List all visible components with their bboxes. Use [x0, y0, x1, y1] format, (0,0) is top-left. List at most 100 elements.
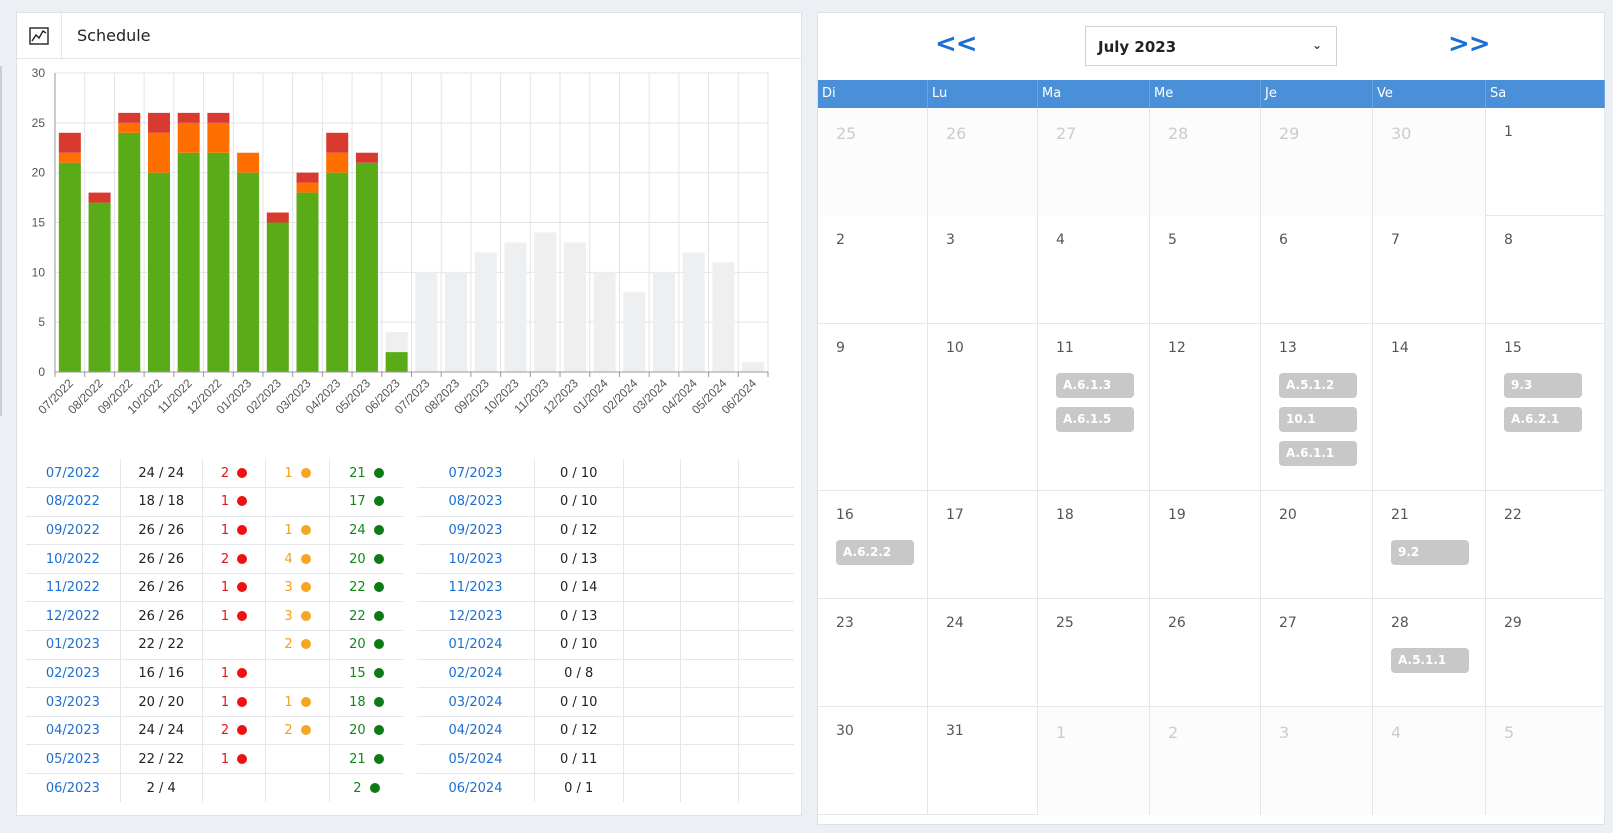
calendar-event[interactable]: 9.2: [1391, 540, 1469, 565]
calendar-event[interactable]: A.6.1.1: [1279, 441, 1357, 466]
day-number: 11: [1056, 340, 1074, 356]
calendar-day-cell[interactable]: 13 A.5.1.2 10.1 A.6.1.1: [1261, 324, 1373, 491]
calendar-day-cell[interactable]: 18: [1038, 491, 1150, 599]
calendar-day-cell[interactable]: 2: [818, 216, 928, 324]
calendar-day-cell[interactable]: 1: [1486, 108, 1605, 216]
month-link[interactable]: 03/2023: [26, 687, 121, 717]
month-link[interactable]: 01/2023: [26, 630, 121, 660]
calendar-day-cell[interactable]: 20: [1261, 491, 1373, 599]
calendar-day-cell[interactable]: 6: [1261, 216, 1373, 324]
calendar-event[interactable]: A.6.1.3: [1056, 373, 1134, 398]
calendar-day-cell[interactable]: 14: [1373, 324, 1486, 491]
ratio-cell: 24 / 24: [120, 459, 203, 489]
green-status-dot: [373, 496, 384, 507]
calendar-day-cell[interactable]: 11 A.6.1.3 A.6.1.5: [1038, 324, 1150, 491]
calendar-day-cell[interactable]: 19: [1150, 491, 1261, 599]
month-link[interactable]: 11/2022: [26, 573, 121, 603]
table-row: 02/2024 0 / 8: [417, 659, 794, 689]
calendar-day-cell[interactable]: 21 9.2: [1373, 491, 1486, 599]
month-link[interactable]: 02/2023: [26, 659, 121, 689]
month-link[interactable]: 10/2023: [417, 544, 535, 574]
calendar-day-cell[interactable]: 26: [1150, 599, 1261, 707]
calendar-day-cell[interactable]: 27: [1261, 599, 1373, 707]
month-link[interactable]: 07/2023: [417, 459, 535, 489]
calendar-day-cell[interactable]: 28 A.5.1.1: [1373, 599, 1486, 707]
calendar-day-cell[interactable]: 1: [1038, 707, 1150, 815]
ratio-cell: 0 / 14: [534, 573, 624, 603]
calendar-day-cell[interactable]: 2: [1150, 707, 1261, 815]
month-link[interactable]: 09/2022: [26, 516, 121, 546]
calendar-day-cell[interactable]: 30: [1373, 108, 1486, 216]
late-count-cell-value: 1: [220, 580, 230, 596]
calendar-day-cell[interactable]: 9: [818, 324, 928, 491]
calendar-event[interactable]: A.6.1.5: [1056, 407, 1134, 432]
calendar-day-cell[interactable]: 31: [928, 707, 1038, 815]
bar-segment: [296, 182, 319, 193]
month-link[interactable]: 12/2022: [26, 601, 121, 632]
calendar-day-cell[interactable]: 22: [1486, 491, 1605, 599]
month-link[interactable]: 01/2024: [417, 630, 535, 660]
calendar-day-cell[interactable]: 7: [1373, 216, 1486, 324]
calendar-day-cell[interactable]: 3: [1261, 707, 1373, 815]
month-link[interactable]: 05/2023: [26, 744, 121, 775]
calendar-day-cell[interactable]: 5: [1150, 216, 1261, 324]
month-link[interactable]: 08/2023: [417, 487, 535, 517]
calendar-day-cell[interactable]: 12: [1150, 324, 1261, 491]
ratio-cell-value: 26 / 26: [138, 551, 185, 567]
calendar-day-cell[interactable]: 28: [1150, 108, 1261, 216]
calendar-day-cell[interactable]: 4: [1373, 707, 1486, 815]
prev-month-button[interactable]: <<: [935, 29, 978, 59]
month-link[interactable]: 12/2023: [417, 601, 535, 632]
calendar-day-cell[interactable]: 3: [928, 216, 1038, 324]
calendar-event[interactable]: A.6.2.2: [836, 540, 914, 565]
bar-segment: [623, 292, 646, 372]
calendar-day-cell[interactable]: 24: [928, 599, 1038, 707]
ratio-cell-value: 26 / 26: [138, 522, 185, 538]
month-link[interactable]: 11/2023: [417, 573, 535, 603]
month-link[interactable]: 04/2024: [417, 716, 535, 746]
month-link[interactable]: 06/2024: [417, 773, 535, 803]
calendar-day-cell[interactable]: 29: [1261, 108, 1373, 216]
calendar-event[interactable]: 9.3: [1504, 373, 1582, 398]
done-count-cell-value: 22: [349, 608, 366, 624]
calendar-day-cell[interactable]: 5: [1486, 707, 1605, 815]
month-link[interactable]: 08/2022: [26, 487, 121, 517]
empty-cell: [623, 487, 682, 517]
calendar-day-cell[interactable]: 26: [928, 108, 1038, 216]
calendar-day-cell[interactable]: 17: [928, 491, 1038, 599]
calendar-day-cell[interactable]: 10: [928, 324, 1038, 491]
bar-segment: [207, 112, 230, 123]
month-select[interactable]: July 2023 ⌄: [1085, 26, 1337, 66]
green-status-dot: [373, 639, 384, 650]
month-link[interactable]: 10/2022: [26, 544, 121, 574]
calendar-day-cell[interactable]: 25: [818, 108, 928, 216]
table-row: 12/2023 0 / 13: [417, 601, 794, 632]
month-link[interactable]: 05/2024: [417, 744, 535, 775]
day-number: 10: [946, 340, 964, 356]
calendar-day-cell[interactable]: 8: [1486, 216, 1605, 324]
calendar-event[interactable]: A.5.1.2: [1279, 373, 1357, 398]
calendar-day-cell[interactable]: 30: [818, 707, 928, 815]
next-month-button[interactable]: >>: [1448, 29, 1491, 59]
month-link[interactable]: 06/2023: [26, 773, 121, 803]
calendar-day-cell[interactable]: 16 A.6.2.2: [818, 491, 928, 599]
bar-segment: [177, 122, 200, 153]
calendar-event[interactable]: A.5.1.1: [1391, 648, 1469, 673]
month-link[interactable]: 07/2022: [26, 459, 121, 489]
day-number: 3: [946, 232, 955, 248]
month-link[interactable]: 03/2024: [417, 687, 535, 717]
green-status-dot: [373, 524, 384, 535]
calendar-day-cell[interactable]: 29: [1486, 599, 1605, 707]
month-link[interactable]: 09/2023: [417, 516, 535, 546]
calendar-day-cell[interactable]: 27: [1038, 108, 1150, 216]
calendar-event[interactable]: 10.1: [1279, 407, 1357, 432]
warning-count-cell: 2: [265, 630, 330, 660]
calendar-event[interactable]: A.6.2.1: [1504, 407, 1582, 432]
calendar-day-cell[interactable]: 4: [1038, 216, 1150, 324]
month-link[interactable]: 04/2023: [26, 716, 121, 746]
late-count-cell: 1: [202, 573, 267, 603]
calendar-day-cell[interactable]: 25: [1038, 599, 1150, 707]
month-link[interactable]: 02/2024: [417, 659, 535, 689]
calendar-day-cell[interactable]: 15 9.3 A.6.2.1: [1486, 324, 1605, 491]
calendar-day-cell[interactable]: 23: [818, 599, 928, 707]
